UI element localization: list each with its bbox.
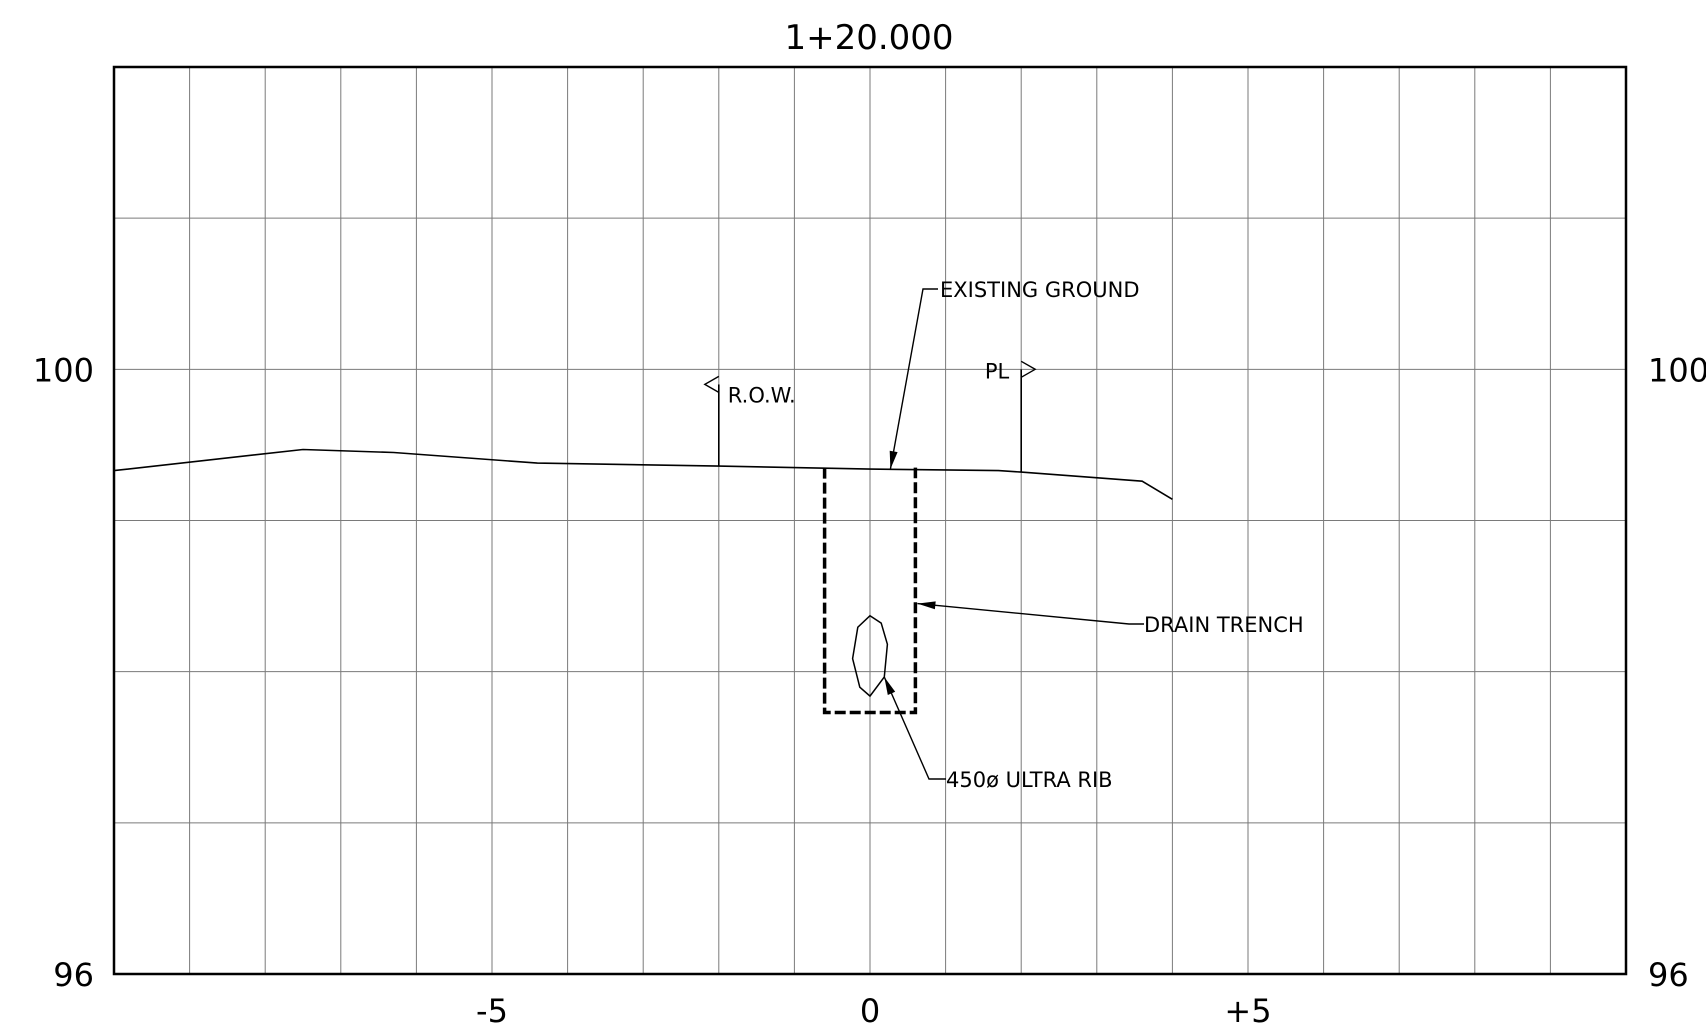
pipe-callout: 450ø ULTRA RIB [883, 676, 1113, 792]
x-label-minus5: -5 [476, 992, 508, 1030]
drain-trench-leader [917, 602, 1144, 625]
y-axis-labels-right: 100 96 [1648, 351, 1706, 994]
pl-flag-icon [1020, 360, 1037, 378]
y-axis-labels-left: 100 96 [33, 351, 94, 994]
pipe-icon [851, 614, 889, 698]
row-marker: R.O.W. [703, 375, 796, 467]
x-label-plus5: +5 [1224, 992, 1271, 1030]
drain-trench-arrow-icon [917, 601, 936, 610]
drain-trench-outline [822, 467, 918, 715]
section-title: 1+20.000 [784, 18, 953, 58]
existing-ground-label: EXISTING GROUND [940, 278, 1140, 302]
x-label-0: 0 [860, 992, 880, 1030]
pl-label: PL [985, 359, 1010, 383]
y-label-right-100: 100 [1648, 351, 1706, 389]
existing-ground-leader [889, 288, 938, 470]
drain-trench-callout: DRAIN TRENCH [917, 601, 1304, 637]
existing-ground-arrow-icon [889, 450, 898, 470]
existing-ground-line [113, 448, 1173, 500]
y-label-left-100: 100 [33, 351, 94, 389]
x-axis-labels: -5 0 +5 [476, 992, 1272, 1030]
pl-marker: PL [985, 359, 1037, 473]
y-label-left-96: 96 [53, 956, 94, 994]
drain-trench-label: DRAIN TRENCH [1144, 613, 1304, 637]
pipe-leader [883, 676, 946, 780]
existing-ground-callout: EXISTING GROUND [889, 278, 1140, 470]
row-label: R.O.W. [728, 383, 796, 407]
row-flag-icon [703, 375, 720, 394]
pipe-arrow-icon [884, 677, 896, 695]
plot-frame [112, 65, 1628, 976]
pipe-label: 450ø ULTRA RIB [946, 768, 1113, 792]
grid [114, 67, 1626, 974]
y-label-right-96: 96 [1648, 956, 1689, 994]
